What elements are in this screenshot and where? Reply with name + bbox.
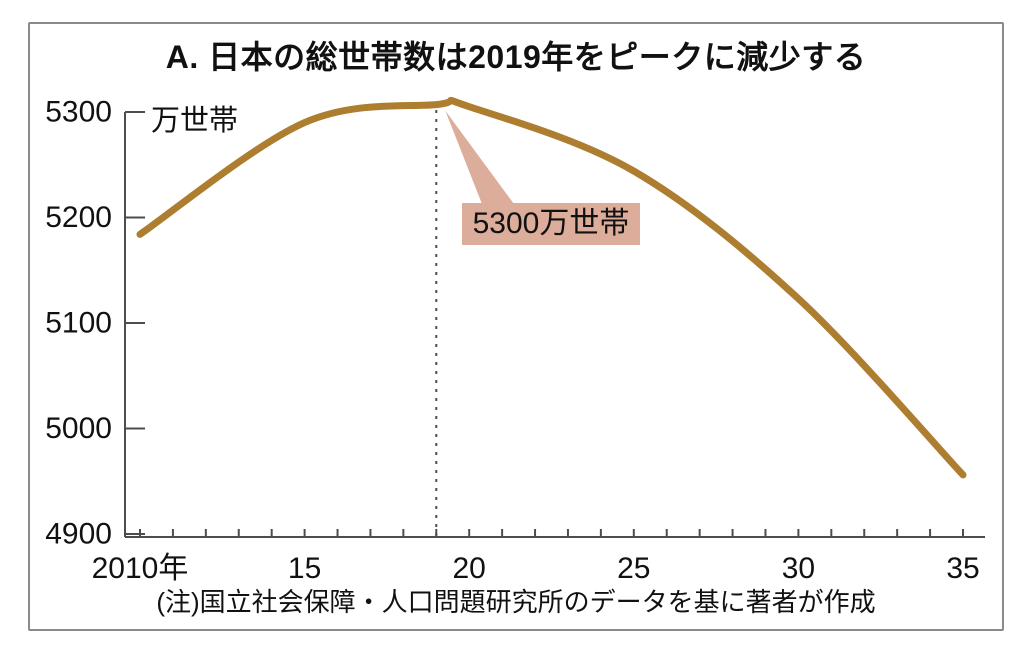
y-tick-label: 5200: [45, 201, 112, 234]
source-note: (注)国立社会保障・人口問題研究所のデータを基に著者が作成: [156, 587, 876, 617]
y-tick-label: 4900: [45, 518, 112, 551]
x-tick-label: 15: [288, 552, 321, 585]
x-tick-label: 20: [453, 552, 486, 585]
chart-title: A. 日本の総世帯数は2019年をピークに減少する: [165, 39, 867, 75]
x-tick-label: 2010年: [92, 552, 189, 585]
y-tick-label: 5000: [45, 412, 112, 445]
y-axis-unit-label: 万世帯: [151, 105, 239, 137]
x-tick-label: 35: [946, 552, 979, 585]
line-series-total-households: [136, 96, 967, 479]
peak-annotation: 5300万世帯: [462, 203, 640, 245]
x-tick-label: 30: [782, 552, 815, 585]
y-tick-label: 5100: [45, 307, 112, 340]
y-tick-label: 5300: [45, 96, 112, 129]
peak-annotation-pointer: [445, 110, 514, 204]
x-tick-label: 25: [617, 552, 650, 585]
